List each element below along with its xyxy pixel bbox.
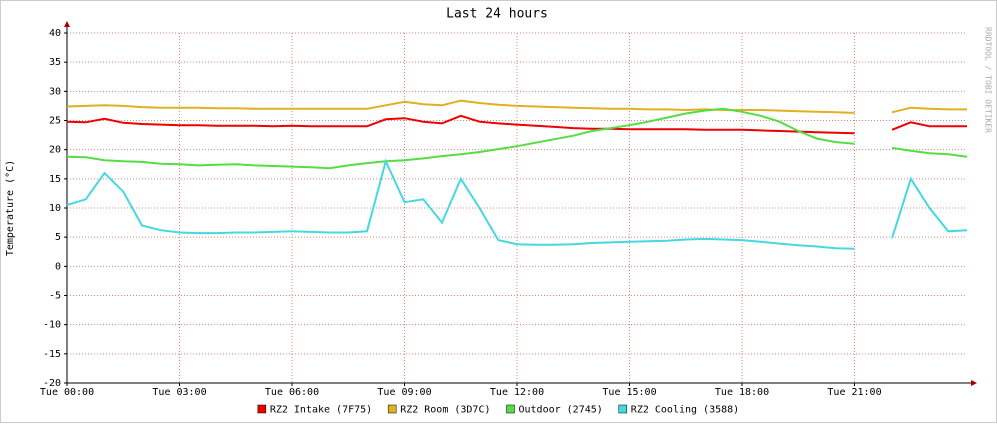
chart-title: Last 24 hours bbox=[446, 7, 548, 22]
y-tick-label: 35 bbox=[49, 57, 61, 68]
legend-swatch bbox=[387, 404, 397, 414]
x-tick-label: Tue 03:00 bbox=[152, 387, 206, 398]
legend-swatch bbox=[506, 404, 515, 414]
y-tick-label: 40 bbox=[49, 28, 61, 39]
watermark: RRDTOOL / TOBI OETIKER bbox=[984, 27, 993, 133]
legend-label: RZ2 Intake (7F75) bbox=[270, 405, 372, 416]
series-line bbox=[66, 158, 968, 250]
x-tick-label: Tue 06:00 bbox=[265, 387, 319, 398]
legend-swatch bbox=[257, 404, 267, 414]
y-tick-label: -15 bbox=[43, 349, 61, 360]
x-tick-label: Tue 18:00 bbox=[715, 387, 769, 398]
y-axis-label: Temperature (°C) bbox=[5, 160, 16, 256]
legend-label: RZ2 Room (3D7C) bbox=[400, 405, 490, 416]
x-tick-label: Tue 00:00 bbox=[40, 387, 94, 398]
legend-label: RZ2 Cooling (3588) bbox=[631, 405, 739, 416]
y-tick-label: 25 bbox=[49, 116, 61, 127]
y-tick-label: -20 bbox=[43, 378, 61, 389]
series-line bbox=[66, 107, 968, 170]
x-tick-label: Tue 15:00 bbox=[602, 387, 656, 398]
y-tick-label: -5 bbox=[49, 291, 61, 302]
y-tick-label: 0 bbox=[55, 261, 61, 272]
y-tick-label: 15 bbox=[49, 174, 61, 185]
y-tick-label: 5 bbox=[55, 232, 61, 243]
series-line bbox=[66, 99, 967, 114]
x-tick-label: Tue 09:00 bbox=[377, 387, 431, 398]
y-tick-label: 20 bbox=[49, 145, 61, 156]
y-tick-label: -10 bbox=[43, 320, 61, 331]
y-axis-arrow bbox=[64, 21, 70, 27]
legend-label: Outdoor (2745) bbox=[519, 405, 603, 416]
x-tick-label: Tue 12:00 bbox=[490, 387, 544, 398]
y-tick-label: 30 bbox=[49, 86, 61, 97]
series-line bbox=[66, 114, 967, 135]
legend-swatch bbox=[618, 404, 628, 414]
x-tick-label: Tue 21:00 bbox=[827, 387, 881, 398]
y-tick-label: 10 bbox=[49, 203, 61, 214]
x-axis-arrow bbox=[971, 380, 977, 386]
